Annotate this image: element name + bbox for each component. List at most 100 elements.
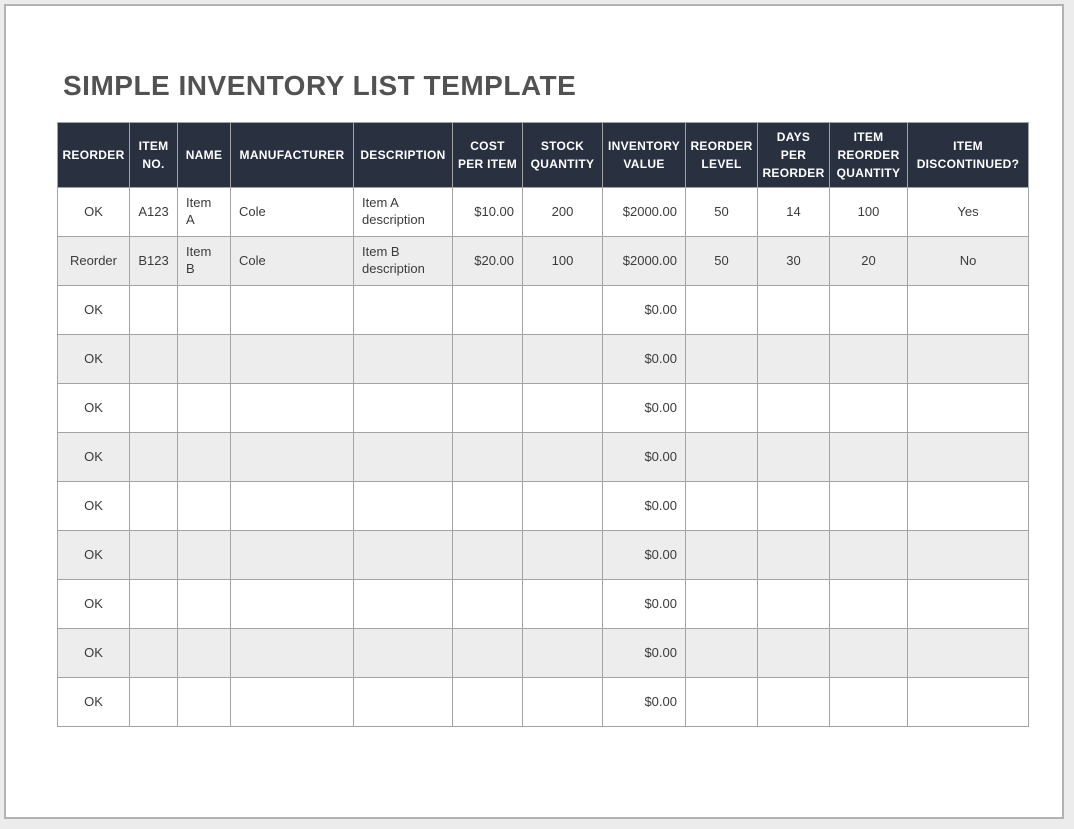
cell-days_per_reorder[interactable]: 14 xyxy=(757,187,830,237)
cell-inventory_value[interactable]: $0.00 xyxy=(602,530,686,580)
cell-inventory_value[interactable]: $0.00 xyxy=(602,334,686,384)
cell-reorder_level[interactable]: 50 xyxy=(685,236,758,286)
cell-manufacturer[interactable] xyxy=(230,432,354,482)
cell-days_per_reorder[interactable] xyxy=(757,628,830,678)
cell-inventory_value[interactable]: $0.00 xyxy=(602,432,686,482)
cell-manufacturer[interactable] xyxy=(230,383,354,433)
cell-description[interactable] xyxy=(353,285,453,335)
cell-reorder[interactable]: OK xyxy=(57,432,130,482)
cell-item_no[interactable]: A123 xyxy=(129,187,178,237)
cell-description[interactable]: Item B description xyxy=(353,236,453,286)
cell-item_discontinued[interactable] xyxy=(907,383,1029,433)
cell-days_per_reorder[interactable] xyxy=(757,579,830,629)
cell-inventory_value[interactable]: $2000.00 xyxy=(602,187,686,237)
cell-reorder_level[interactable] xyxy=(685,432,758,482)
cell-item_no[interactable] xyxy=(129,334,178,384)
cell-description[interactable] xyxy=(353,677,453,727)
cell-reorder[interactable]: OK xyxy=(57,579,130,629)
cell-item_reorder_quantity[interactable]: 100 xyxy=(829,187,908,237)
cell-description[interactable] xyxy=(353,383,453,433)
cell-days_per_reorder[interactable] xyxy=(757,285,830,335)
cell-stock_quantity[interactable] xyxy=(522,383,603,433)
cell-reorder_level[interactable] xyxy=(685,383,758,433)
cell-stock_quantity[interactable] xyxy=(522,285,603,335)
cell-description[interactable] xyxy=(353,628,453,678)
cell-reorder[interactable]: OK xyxy=(57,334,130,384)
cell-cost_per_item[interactable] xyxy=(452,530,523,580)
cell-manufacturer[interactable] xyxy=(230,285,354,335)
cell-name[interactable]: Item B xyxy=(177,236,231,286)
cell-item_reorder_quantity[interactable] xyxy=(829,383,908,433)
cell-name[interactable] xyxy=(177,334,231,384)
cell-name[interactable] xyxy=(177,481,231,531)
cell-item_discontinued[interactable] xyxy=(907,628,1029,678)
cell-item_reorder_quantity[interactable] xyxy=(829,334,908,384)
cell-reorder[interactable]: OK xyxy=(57,187,130,237)
cell-description[interactable] xyxy=(353,334,453,384)
cell-name[interactable]: Item A xyxy=(177,187,231,237)
cell-name[interactable] xyxy=(177,530,231,580)
cell-description[interactable]: Item A description xyxy=(353,187,453,237)
cell-manufacturer[interactable] xyxy=(230,334,354,384)
cell-cost_per_item[interactable] xyxy=(452,481,523,531)
cell-manufacturer[interactable] xyxy=(230,530,354,580)
cell-item_no[interactable] xyxy=(129,285,178,335)
cell-cost_per_item[interactable] xyxy=(452,285,523,335)
cell-stock_quantity[interactable] xyxy=(522,481,603,531)
cell-item_discontinued[interactable]: Yes xyxy=(907,187,1029,237)
cell-reorder[interactable]: OK xyxy=(57,628,130,678)
cell-cost_per_item[interactable] xyxy=(452,579,523,629)
cell-manufacturer[interactable] xyxy=(230,579,354,629)
cell-inventory_value[interactable]: $0.00 xyxy=(602,579,686,629)
cell-cost_per_item[interactable]: $10.00 xyxy=(452,187,523,237)
cell-inventory_value[interactable]: $0.00 xyxy=(602,481,686,531)
cell-days_per_reorder[interactable] xyxy=(757,334,830,384)
cell-reorder[interactable]: Reorder xyxy=(57,236,130,286)
cell-inventory_value[interactable]: $0.00 xyxy=(602,677,686,727)
cell-item_reorder_quantity[interactable] xyxy=(829,628,908,678)
cell-manufacturer[interactable]: Cole xyxy=(230,236,354,286)
cell-item_discontinued[interactable] xyxy=(907,530,1029,580)
cell-name[interactable] xyxy=(177,677,231,727)
cell-cost_per_item[interactable]: $20.00 xyxy=(452,236,523,286)
cell-stock_quantity[interactable] xyxy=(522,579,603,629)
cell-reorder[interactable]: OK xyxy=(57,530,130,580)
cell-manufacturer[interactable] xyxy=(230,628,354,678)
cell-manufacturer[interactable]: Cole xyxy=(230,187,354,237)
cell-item_no[interactable] xyxy=(129,677,178,727)
cell-name[interactable] xyxy=(177,579,231,629)
cell-stock_quantity[interactable] xyxy=(522,432,603,482)
cell-item_reorder_quantity[interactable] xyxy=(829,432,908,482)
cell-item_no[interactable] xyxy=(129,432,178,482)
cell-cost_per_item[interactable] xyxy=(452,383,523,433)
cell-days_per_reorder[interactable] xyxy=(757,677,830,727)
cell-item_discontinued[interactable] xyxy=(907,579,1029,629)
cell-reorder_level[interactable]: 50 xyxy=(685,187,758,237)
cell-stock_quantity[interactable] xyxy=(522,334,603,384)
cell-description[interactable] xyxy=(353,432,453,482)
cell-item_discontinued[interactable] xyxy=(907,334,1029,384)
cell-days_per_reorder[interactable] xyxy=(757,530,830,580)
cell-stock_quantity[interactable] xyxy=(522,530,603,580)
cell-reorder_level[interactable] xyxy=(685,285,758,335)
cell-reorder_level[interactable] xyxy=(685,530,758,580)
cell-description[interactable] xyxy=(353,481,453,531)
cell-item_no[interactable] xyxy=(129,383,178,433)
cell-item_discontinued[interactable] xyxy=(907,432,1029,482)
cell-item_discontinued[interactable] xyxy=(907,481,1029,531)
cell-inventory_value[interactable]: $2000.00 xyxy=(602,236,686,286)
cell-inventory_value[interactable]: $0.00 xyxy=(602,285,686,335)
cell-reorder[interactable]: OK xyxy=(57,677,130,727)
cell-item_no[interactable] xyxy=(129,481,178,531)
cell-item_discontinued[interactable]: No xyxy=(907,236,1029,286)
cell-item_discontinued[interactable] xyxy=(907,285,1029,335)
cell-stock_quantity[interactable]: 200 xyxy=(522,187,603,237)
cell-inventory_value[interactable]: $0.00 xyxy=(602,383,686,433)
cell-item_no[interactable] xyxy=(129,530,178,580)
cell-cost_per_item[interactable] xyxy=(452,628,523,678)
cell-manufacturer[interactable] xyxy=(230,677,354,727)
cell-cost_per_item[interactable] xyxy=(452,677,523,727)
cell-item_discontinued[interactable] xyxy=(907,677,1029,727)
cell-stock_quantity[interactable] xyxy=(522,628,603,678)
cell-name[interactable] xyxy=(177,285,231,335)
